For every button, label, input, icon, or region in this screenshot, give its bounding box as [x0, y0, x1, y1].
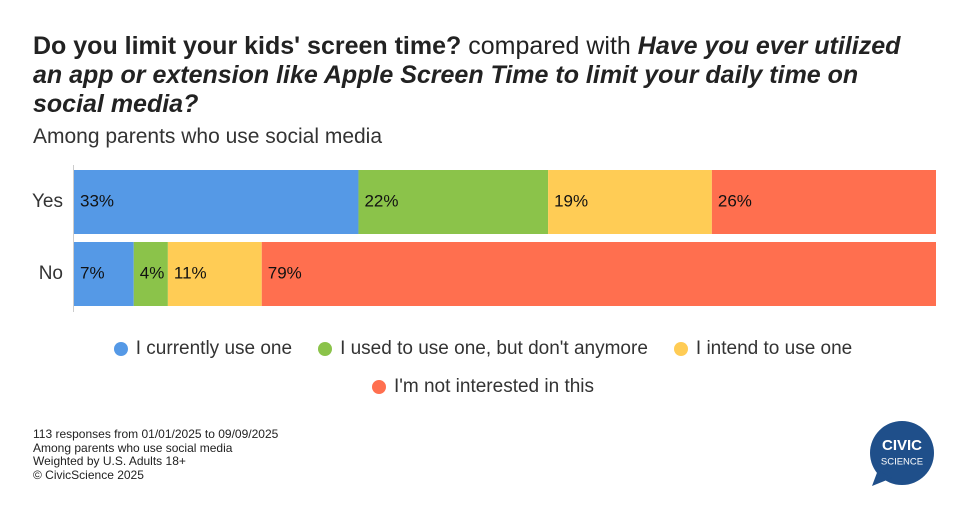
legend-label: I currently use one — [135, 338, 293, 359]
legend-item: I intend to use one — [673, 338, 853, 360]
footer-line: 113 responses from 01/01/2025 to 09/09/2… — [33, 427, 279, 441]
value-label: 26% — [718, 191, 752, 210]
legend-label: I intend to use one — [695, 338, 853, 359]
footer-line: © CivicScience 2025 — [33, 467, 144, 482]
value-label: 79% — [268, 263, 302, 282]
logo-circle — [870, 421, 934, 485]
legend-swatch — [113, 342, 128, 356]
title-part: Do you limit your kids' screen time? — [33, 32, 462, 60]
legend-swatch — [371, 380, 386, 394]
bar-segment — [261, 242, 936, 306]
value-label: 22% — [364, 191, 398, 210]
chart-subtitle: Among parents who use social media — [33, 125, 383, 148]
value-label: 19% — [554, 191, 588, 210]
logo-tail — [872, 470, 892, 486]
legend-swatch — [318, 342, 333, 356]
value-label: 7% — [80, 263, 105, 282]
bar-segment — [548, 170, 712, 234]
bar-segment — [133, 242, 168, 306]
footer: 113 responses from 01/01/2025 to 09/09/2… — [33, 427, 279, 482]
bar-segment — [167, 242, 262, 306]
value-label: 11% — [174, 263, 207, 282]
title-part: compared with — [468, 32, 631, 60]
logo-text: CIVIC — [882, 437, 922, 454]
legend-label: I'm not interested in this — [393, 376, 595, 397]
legend-item: I'm not interested in this — [371, 376, 595, 398]
title-part: Have you ever utilized an app or extensi… — [33, 32, 901, 118]
logo-text: SCIENCE — [881, 457, 923, 468]
bar-segment — [358, 170, 549, 234]
value-label: 4% — [140, 263, 165, 282]
chart-title: Do you limit your kids' screen time? com… — [33, 32, 913, 119]
legend-swatch — [673, 342, 688, 356]
y-tick-label: Yes — [32, 191, 63, 212]
footer-line: Among parents who use social media — [33, 440, 233, 455]
value-label: 33% — [80, 191, 114, 210]
legend: I currently use one I used to use one, bu… — [60, 338, 906, 398]
bar-segment — [74, 170, 359, 234]
y-tick-label: No — [39, 263, 63, 284]
bar-segment — [711, 170, 936, 234]
legend-item: I currently use one — [113, 338, 293, 360]
footer-line: Weighted by U.S. Adults 18+ — [33, 454, 186, 468]
legend-item: I used to use one, but don't anymore — [318, 338, 648, 360]
legend-label: I used to use one, but don't anymore — [340, 338, 648, 359]
bar-segment — [74, 242, 134, 306]
